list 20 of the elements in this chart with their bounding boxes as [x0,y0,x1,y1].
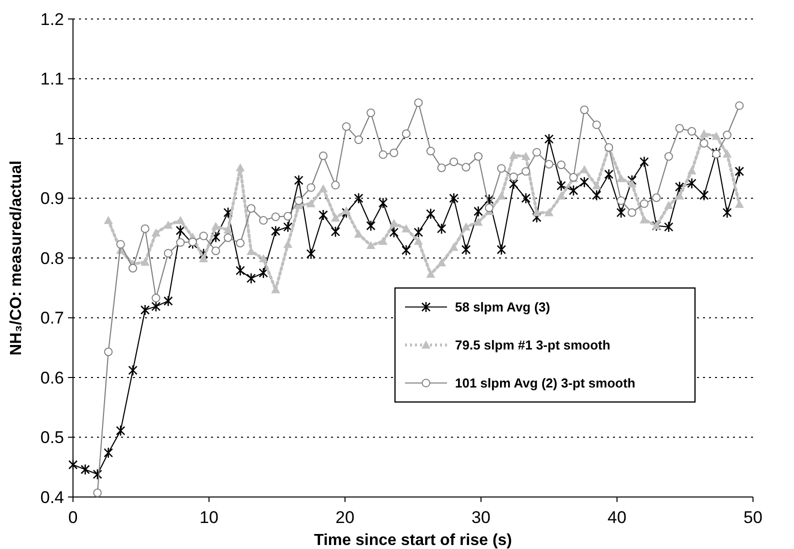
y-axis-title: NH₃/CO: measured/actual [8,160,25,356]
x-tick-label: 30 [472,508,490,527]
y-tick-label: 0.9 [40,189,64,208]
x-tick-label: 20 [336,508,354,527]
y-tick-label: 0.4 [40,488,64,507]
y-tick-label: 0.8 [40,248,64,268]
y-tick-label: 1.1 [40,70,64,89]
y-tick-label: 0.7 [40,308,64,328]
x-tick-label: 0 [68,508,78,527]
y-tick-label: 1.2 [40,10,64,29]
legend-label: 79.5 slpm #1 3-pt smooth [455,338,610,353]
x-tick-label: 10 [200,508,218,527]
legend-label: 101 slpm Avg (2) 3-pt smooth [455,376,636,391]
x-tick-label: 40 [608,508,626,527]
x-tick-label: 50 [744,508,762,527]
x-axis-title: Time since start of rise (s) [314,532,512,549]
legend-label: 58 slpm Avg (3) [455,300,550,315]
y-tick-label: 1 [54,129,64,148]
y-tick-label: 0.6 [40,368,64,388]
y-tick-label: 0.5 [40,428,64,448]
